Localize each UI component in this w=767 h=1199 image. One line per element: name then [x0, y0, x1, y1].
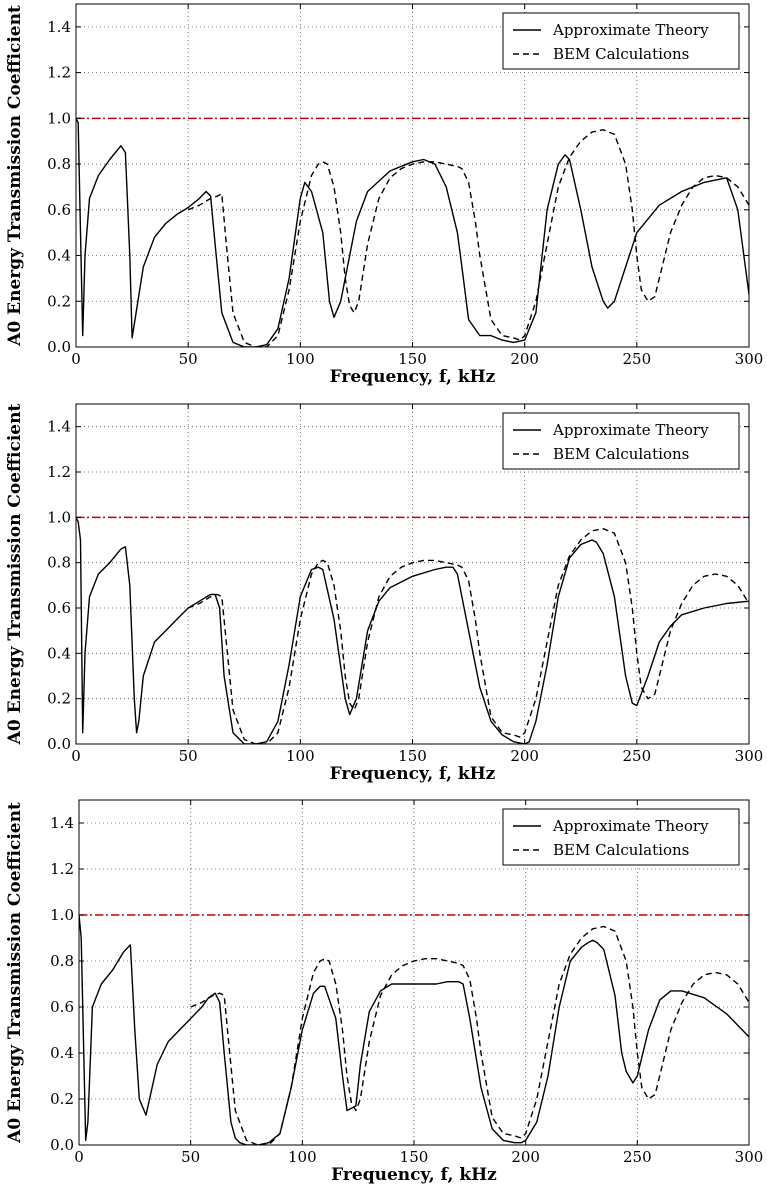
series-line-1 — [76, 516, 749, 744]
legend-entry-2: BEM Calculations — [553, 45, 689, 63]
series-line-2 — [190, 925, 749, 1145]
series-line-2 — [187, 528, 749, 744]
y-tick-label: 0.8 — [47, 155, 71, 173]
x-tick-label: 150 — [400, 1148, 429, 1166]
legend-entry-2: BEM Calculations — [553, 445, 689, 463]
legend-box — [502, 12, 740, 70]
y-tick-label: 0.6 — [47, 599, 71, 617]
legend-entry-1: Approximate Theory — [552, 421, 709, 439]
y-tick-label: 1.4 — [50, 814, 74, 832]
x-tick-label: 100 — [288, 1148, 317, 1166]
x-tick-label: 150 — [398, 747, 427, 765]
y-tick-label: 0.8 — [50, 952, 74, 970]
x-tick-label: 50 — [179, 350, 198, 368]
y-tick-label: 0.0 — [47, 735, 71, 753]
x-tick-label: 300 — [735, 747, 764, 765]
x-tick-label: 100 — [286, 747, 315, 765]
y-axis-label: A0 Energy Transmission Coefficient — [5, 802, 25, 1144]
x-tick-label: 200 — [511, 1148, 540, 1166]
legend-entry-2: BEM Calculations — [553, 841, 689, 859]
x-tick-label: 200 — [510, 747, 539, 765]
series-line-1 — [76, 117, 749, 347]
y-tick-label: 0.2 — [47, 292, 71, 310]
y-tick-label: 1.0 — [50, 906, 74, 924]
x-tick-label: 50 — [179, 747, 198, 765]
legend-entry-1: Approximate Theory — [552, 21, 709, 39]
x-tick-label: 150 — [398, 350, 427, 368]
x-axis-label: Frequency, f, kHz — [330, 764, 496, 784]
y-tick-label: 0.4 — [47, 247, 71, 265]
y-tick-label: 0.4 — [50, 1044, 74, 1062]
y-tick-label: 0.6 — [47, 201, 71, 219]
legend: Approximate Theory BEM Calculations — [502, 412, 740, 470]
x-tick-label: 50 — [181, 1148, 200, 1166]
x-tick-label: 0 — [71, 747, 81, 765]
chart-panel-2: 0 50 100 150 200 250 300 0.0 0.2 0.4 0.6 0.8 1.0 1.2 1… — [5, 403, 764, 784]
x-tick-label: 250 — [623, 350, 652, 368]
x-tick-label: 250 — [623, 1148, 652, 1166]
y-tick-label: 1.0 — [47, 508, 71, 526]
y-tick-label: 1.2 — [47, 64, 71, 82]
y-tick-label: 0.0 — [50, 1136, 74, 1154]
series-line-2 — [187, 129, 749, 347]
y-tick-label: 1.0 — [47, 109, 71, 127]
y-tick-label: 1.4 — [47, 418, 71, 436]
y-tick-label: 0.4 — [47, 644, 71, 662]
y-tick-label: 0.2 — [50, 1090, 74, 1108]
y-tick-label: 0.2 — [47, 690, 71, 708]
x-tick-label: 100 — [286, 350, 315, 368]
x-tick-label: 300 — [735, 1148, 764, 1166]
x-axis-label: Frequency, f, kHz — [331, 1165, 497, 1185]
legend-box — [502, 412, 740, 470]
x-tick-label: 250 — [623, 747, 652, 765]
series-line-1 — [79, 914, 749, 1145]
x-axis-label: Frequency, f, kHz — [330, 367, 496, 387]
legend: Approximate Theory BEM Calculations — [502, 808, 740, 866]
x-tick-label: 300 — [735, 350, 764, 368]
y-tick-label: 0.0 — [47, 338, 71, 356]
chart-panel-1: 0 50 100 150 200 250 300 0.0 0.2 0.4 0.6 0.8 1.0 1.2 1… — [5, 3, 764, 387]
y-axis-label: A0 Energy Transmission Coefficient — [5, 5, 25, 347]
legend: Approximate Theory BEM Calculations — [502, 12, 740, 70]
chart-panel-3: 0 50 100 150 200 250 300 0.0 0.2 0.4 0.6 0.8 1.0 1.2 1… — [5, 799, 764, 1185]
x-tick-label: 0 — [71, 350, 81, 368]
legend-box — [502, 808, 740, 866]
y-tick-label: 0.6 — [50, 998, 74, 1016]
x-tick-label: 0 — [74, 1148, 84, 1166]
legend-entry-1: Approximate Theory — [552, 817, 709, 835]
x-tick-label: 200 — [510, 350, 539, 368]
y-tick-label: 1.2 — [47, 463, 71, 481]
y-tick-label: 0.8 — [47, 554, 71, 572]
y-tick-label: 1.2 — [50, 860, 74, 878]
gridlines — [79, 800, 749, 1145]
y-tick-label: 1.4 — [47, 18, 71, 36]
y-axis-label: A0 Energy Transmission Coefficient — [5, 404, 25, 746]
